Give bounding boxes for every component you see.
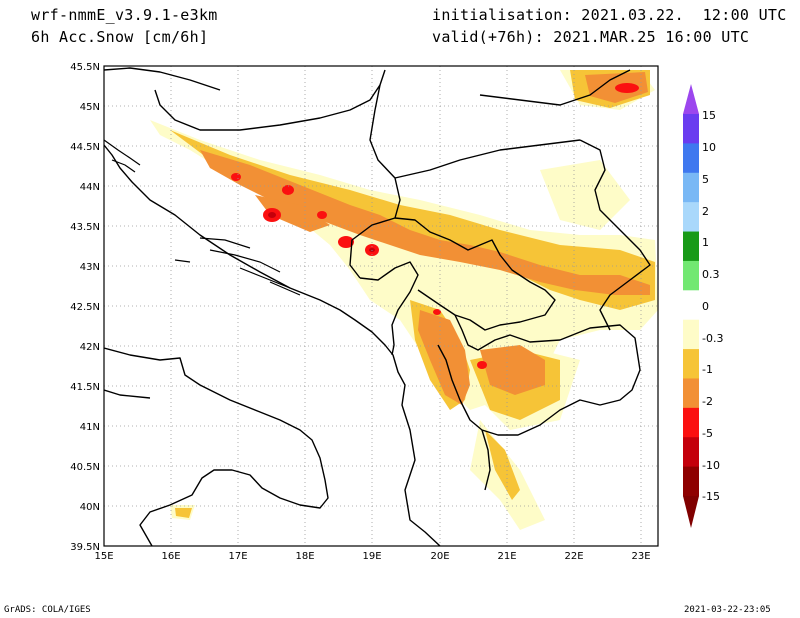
colorbar-label: 2 [702, 205, 709, 218]
romania-border [479, 69, 631, 106]
colorbar: 15 10 5 2 1 0.3 0 -0.3 -1 -2 -5 -10 -15 [683, 84, 723, 528]
croatia-bosnia-border [154, 69, 386, 131]
colorbar-box [683, 114, 699, 144]
colorbar-label: -1 [702, 363, 713, 376]
lat-label: 45.5N [70, 62, 100, 73]
lat-label: 42.5N [70, 302, 100, 313]
lon-label: 15E [94, 551, 113, 562]
colorbar-bottom-arrow [683, 496, 699, 528]
lat-label: 45N [80, 102, 100, 113]
greece-border [481, 429, 491, 491]
bosnia-serbia-border [349, 84, 401, 279]
colorbar-label: -2 [702, 395, 713, 408]
italy-east-coast [104, 389, 151, 399]
footer-credit: GrADS: COLA/IGES [4, 605, 91, 615]
lon-label: 16E [161, 551, 180, 562]
lat-label: 41N [80, 422, 100, 433]
lon-label: 22E [564, 551, 583, 562]
lat-label: 44N [80, 182, 100, 193]
colorbar-label: -15 [702, 490, 720, 503]
colorbar-box [683, 172, 699, 203]
colorbar-box [683, 407, 699, 438]
danube [394, 139, 581, 179]
colorbar-label: 15 [702, 109, 716, 122]
colorbar-box [683, 143, 699, 174]
albania-macedonia-border [437, 314, 641, 436]
footer-timestamp: 2021-03-22-23:05 [684, 605, 771, 615]
montenegro-border [359, 261, 419, 356]
colorbar-box [683, 231, 699, 262]
colorbar-box [683, 260, 699, 291]
lon-label: 17E [228, 551, 247, 562]
lon-label: 23E [631, 551, 650, 562]
initialisation-time: initialisation: 2021.03.22. 12:00 UTC [432, 6, 787, 24]
valid-time: valid(+76h): 2021.MAR.25 16:00 UTC [432, 28, 750, 46]
lat-label: 41.5N [70, 382, 100, 393]
lat-label: 44.5N [70, 142, 100, 153]
lat-label: 43.5N [70, 222, 100, 233]
colorbar-label: -10 [702, 459, 720, 472]
lon-label: 18E [295, 551, 314, 562]
colorbar-box [683, 437, 699, 468]
coastlines-borders [104, 67, 651, 546]
lat-label: 39.5N [70, 542, 100, 553]
serbia-bulgaria-border [579, 139, 651, 331]
colorbar-labels: 15 10 5 2 1 0.3 0 -0.3 -1 -2 -5 -10 -15 [702, 109, 723, 503]
colorbar-label: 1 [702, 236, 709, 249]
colorbar-label: -0.3 [702, 332, 723, 345]
colorbar-label: 10 [702, 141, 716, 154]
colorbar-box [683, 349, 699, 379]
colorbar-top-arrow [683, 84, 699, 114]
colorbar-label: 0.3 [702, 268, 720, 281]
colorbar-box [683, 202, 699, 233]
lat-label: 40N [80, 502, 100, 513]
lat-label: 42N [80, 342, 100, 353]
lat-label: 40.5N [70, 462, 100, 473]
lon-labels: 15E 16E 17E 18E 19E 20E 21E 22E 23E [94, 551, 650, 562]
italy-coast [104, 347, 329, 546]
islands [103, 139, 301, 296]
lat-labels: 45.5N 45N 44.5N 44N 43.5N 43N 42.5N 42N … [70, 62, 100, 553]
colorbar-box [683, 319, 699, 350]
slovenia-croatia-border [104, 67, 221, 91]
map-frame [103, 65, 659, 547]
lon-label: 20E [430, 551, 449, 562]
kosovo-border [394, 217, 556, 331]
lon-label: 21E [497, 551, 516, 562]
colorbar-label: 5 [702, 173, 709, 186]
colorbar-label: 0 [702, 300, 709, 313]
lat-label: 43N [80, 262, 100, 273]
lon-label: 19E [362, 551, 381, 562]
colorbar-box [683, 378, 699, 409]
adriatic-east-coast [104, 144, 441, 546]
colorbar-label: -5 [702, 427, 713, 440]
model-title: wrf-nmmE_v3.9.1-e3km [31, 6, 218, 24]
variable-title: 6h Acc.Snow [cm/6h] [31, 28, 209, 46]
colorbar-box [683, 290, 699, 321]
colorbar-box [683, 466, 699, 497]
